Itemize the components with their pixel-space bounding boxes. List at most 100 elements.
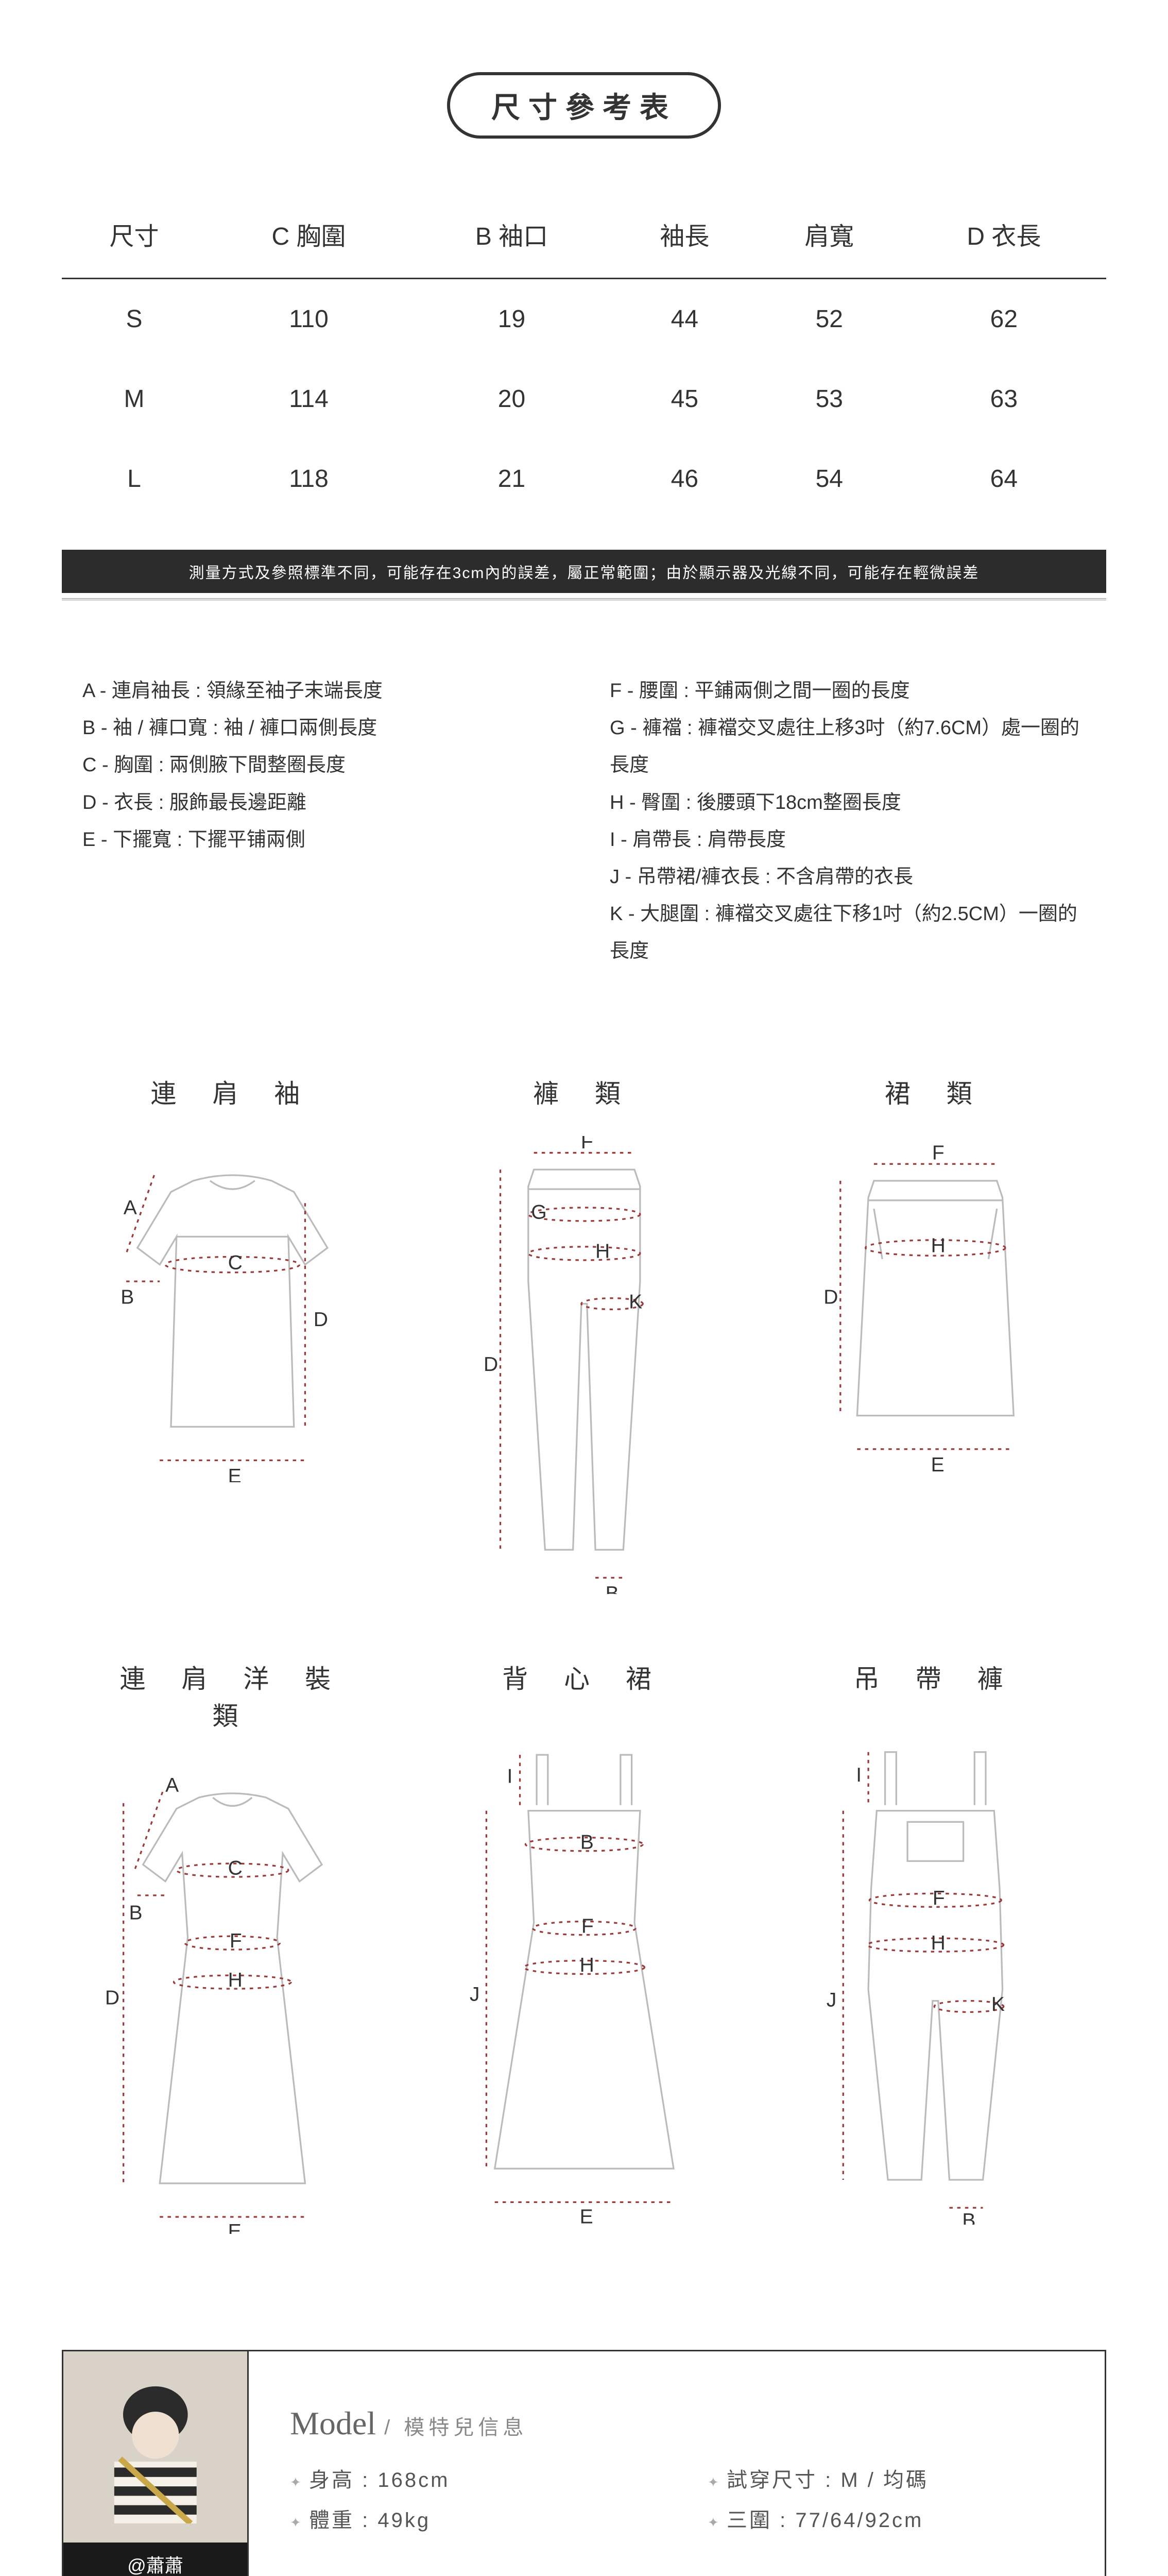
svg-text:E: E bbox=[228, 1465, 242, 1482]
stat-height: 身高 : 168cm bbox=[290, 2463, 646, 2493]
table-cell: L bbox=[62, 439, 207, 519]
table-cell: 63 bbox=[902, 359, 1106, 439]
diagram-cami-dress: 背 心 裙 I B F H J E bbox=[444, 1658, 724, 2236]
table-cell: 62 bbox=[902, 279, 1106, 360]
svg-text:I: I bbox=[856, 1765, 862, 1787]
legend-item: K - 大腿圍 : 褲襠交叉處往下移1吋（約2.5CM）一圈的長度 bbox=[610, 895, 1086, 970]
diagram-title: 裙 類 bbox=[796, 1073, 1075, 1110]
model-title-text: Model bbox=[290, 2405, 376, 2442]
diagram-grid: 連 肩 袖 A B C D E 褲 類 bbox=[62, 1073, 1106, 2236]
table-header: 肩寬 bbox=[757, 190, 902, 279]
table-cell: M bbox=[62, 359, 207, 439]
svg-text:D: D bbox=[824, 1286, 838, 1308]
table-cell: 20 bbox=[411, 359, 612, 439]
table-cell: 118 bbox=[207, 439, 411, 519]
svg-text:K: K bbox=[991, 1994, 1005, 2016]
svg-text:B: B bbox=[129, 1902, 143, 1924]
table-cell: 46 bbox=[612, 439, 757, 519]
model-handle: @蕭蕭 bbox=[63, 2543, 247, 2576]
svg-text:D: D bbox=[105, 1987, 119, 2009]
svg-text:H: H bbox=[931, 1234, 946, 1257]
svg-text:C: C bbox=[228, 1857, 243, 1879]
diagram-title: 吊 帶 褲 bbox=[796, 1658, 1075, 1696]
svg-text:B: B bbox=[605, 1582, 619, 1594]
table-row: M11420455363 bbox=[62, 359, 1106, 439]
model-info-box: @蕭蕭 Model / 模特兒信息 身高 : 168cm 試穿尺寸 : M / … bbox=[62, 2350, 1106, 2576]
size-table: 尺寸C 胸圍B 袖口袖長肩寬D 衣長 S11019445262M11420455… bbox=[62, 190, 1106, 519]
diagram-title: 連 肩 袖 bbox=[93, 1073, 372, 1110]
svg-text:I: I bbox=[507, 1766, 512, 1788]
svg-text:B: B bbox=[963, 2210, 976, 2225]
table-cell: 53 bbox=[757, 359, 902, 439]
legend-item: A - 連肩袖長 : 領緣至袖子末端長度 bbox=[82, 672, 558, 709]
legend-item: F - 腰圍 : 平鋪兩側之間一圈的長度 bbox=[610, 672, 1086, 709]
measurement-legend: A - 連肩袖長 : 領緣至袖子末端長度B - 袖 / 褲口寬 : 袖 / 褲口… bbox=[62, 672, 1106, 970]
diagram-title: 背 心 裙 bbox=[444, 1658, 724, 1696]
table-cell: 54 bbox=[757, 439, 902, 519]
legend-item: D - 衣長 : 服飾最長邊距離 bbox=[82, 784, 558, 821]
svg-text:A: A bbox=[124, 1196, 137, 1218]
svg-text:D: D bbox=[314, 1309, 328, 1331]
divider bbox=[62, 598, 1106, 600]
table-cell: 19 bbox=[411, 279, 612, 360]
table-cell: 64 bbox=[902, 439, 1106, 519]
model-stats: 身高 : 168cm 試穿尺寸 : M / 均碼 體重 : 49kg 三圍 : … bbox=[290, 2463, 1063, 2533]
table-header: 袖長 bbox=[612, 190, 757, 279]
table-header: B 袖口 bbox=[411, 190, 612, 279]
table-cell: 52 bbox=[757, 279, 902, 360]
svg-text:H: H bbox=[931, 1932, 946, 1954]
avatar-placeholder-icon bbox=[82, 2370, 229, 2523]
table-header: 尺寸 bbox=[62, 190, 207, 279]
svg-text:B: B bbox=[580, 1832, 593, 1854]
svg-text:H: H bbox=[579, 1955, 594, 1977]
svg-text:C: C bbox=[228, 1251, 243, 1274]
model-subtitle: / 模特兒信息 bbox=[384, 2416, 527, 2439]
svg-text:E: E bbox=[228, 2221, 242, 2234]
svg-text:F: F bbox=[581, 1916, 594, 1938]
legend-item: E - 下擺寬 : 下擺平铺兩側 bbox=[82, 821, 558, 858]
svg-text:J: J bbox=[827, 1989, 837, 2011]
diagram-skirt: 裙 類 F H D E bbox=[796, 1073, 1075, 1597]
diagram-title: 連 肩 洋 裝 類 bbox=[93, 1658, 372, 1733]
stat-bwh: 三圍 : 77/64/92cm bbox=[708, 2503, 1063, 2533]
legend-item: B - 袖 / 褲口寬 : 袖 / 褲口兩側長度 bbox=[82, 709, 558, 747]
table-row: L11821465464 bbox=[62, 439, 1106, 519]
svg-text:H: H bbox=[595, 1240, 610, 1262]
diagram-pants: 褲 類 F G H K D B bbox=[444, 1073, 724, 1597]
diagram-overalls: 吊 帶 褲 I F H K J B bbox=[796, 1658, 1075, 2236]
stat-trysize: 試穿尺寸 : M / 均碼 bbox=[708, 2463, 1063, 2493]
legend-item: H - 臀圍 : 後腰頭下18cm整圈長度 bbox=[610, 784, 1086, 821]
table-cell: 114 bbox=[207, 359, 411, 439]
svg-text:F: F bbox=[230, 1930, 242, 1952]
table-cell: 45 bbox=[612, 359, 757, 439]
svg-text:F: F bbox=[932, 1142, 944, 1164]
model-title: Model / 模特兒信息 bbox=[290, 2404, 1063, 2443]
measurement-note: 測量方式及參照標準不同，可能存在3cm內的誤差，屬正常範圍；由於顯示器及光線不同… bbox=[62, 550, 1106, 593]
svg-text:F: F bbox=[580, 1136, 593, 1153]
svg-text:G: G bbox=[531, 1201, 546, 1223]
diagram-raglan-dress: 連 肩 洋 裝 類 A B C F H D E bbox=[93, 1658, 372, 2236]
table-header: D 衣長 bbox=[902, 190, 1106, 279]
table-cell: 21 bbox=[411, 439, 612, 519]
svg-text:B: B bbox=[121, 1286, 134, 1308]
svg-text:F: F bbox=[933, 1887, 945, 1909]
model-photo: @蕭蕭 bbox=[63, 2351, 249, 2576]
table-cell: 110 bbox=[207, 279, 411, 360]
legend-item: G - 褲襠 : 褲襠交叉處往上移3吋（約7.6CM）處一圈的長度 bbox=[610, 709, 1086, 784]
stat-weight: 體重 : 49kg bbox=[290, 2503, 646, 2533]
legend-item: J - 吊帶裙/褲衣長 : 不含肩帶的衣長 bbox=[610, 858, 1086, 895]
legend-item: I - 肩帶長 : 肩帶長度 bbox=[610, 821, 1086, 858]
svg-text:H: H bbox=[228, 1969, 243, 1991]
table-cell: 44 bbox=[612, 279, 757, 360]
svg-text:K: K bbox=[629, 1291, 642, 1313]
table-cell: S bbox=[62, 279, 207, 360]
legend-item: C - 胸圍 : 兩側腋下間整圈長度 bbox=[82, 747, 558, 784]
table-row: S11019445262 bbox=[62, 279, 1106, 360]
svg-text:E: E bbox=[931, 1454, 944, 1476]
diagram-raglan-sleeve: 連 肩 袖 A B C D E bbox=[93, 1073, 372, 1597]
table-header: C 胸圍 bbox=[207, 190, 411, 279]
svg-text:J: J bbox=[469, 1984, 479, 2006]
svg-text:E: E bbox=[579, 2206, 593, 2225]
diagram-title: 褲 類 bbox=[444, 1073, 724, 1110]
svg-text:D: D bbox=[484, 1353, 498, 1375]
